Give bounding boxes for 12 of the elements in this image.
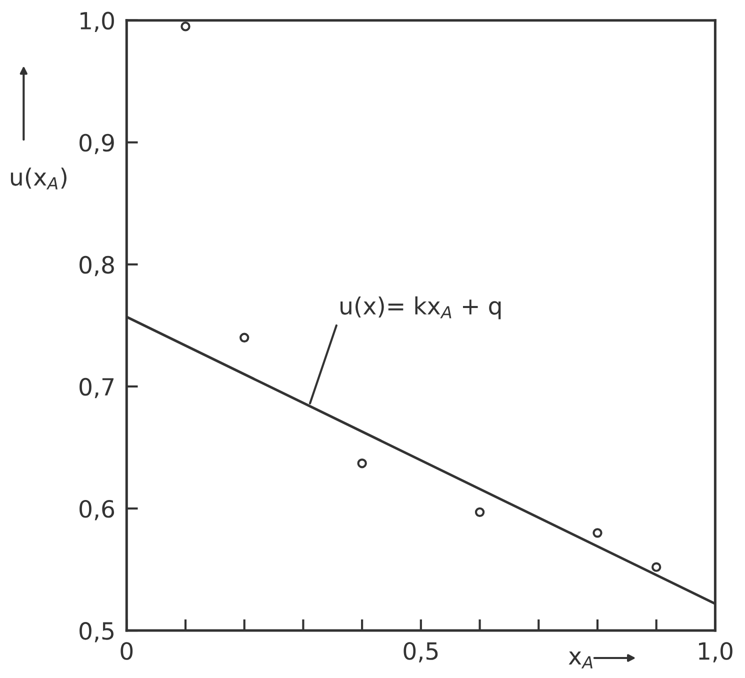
y-tick-label: 0,8 <box>80 256 114 276</box>
annotation: u(x)= kx$_{A}$ + q <box>340 296 501 320</box>
x-axis-title: x$_{A}$ <box>568 652 592 668</box>
x-tick-label: 1,0 <box>699 642 732 662</box>
x-tick-label: 0 <box>120 642 133 660</box>
y-tick-label: 0,5 <box>80 622 114 642</box>
y-tick-label: 0,6 <box>80 500 114 520</box>
y-axis-title: u(x$_{A}$) <box>10 168 66 190</box>
y-tick-label: 1,0 <box>80 12 114 32</box>
y-tick-label: 0,7 <box>80 378 114 398</box>
y-tick-label: 0,9 <box>80 134 114 154</box>
x-tick-label: 0,5 <box>404 642 438 662</box>
